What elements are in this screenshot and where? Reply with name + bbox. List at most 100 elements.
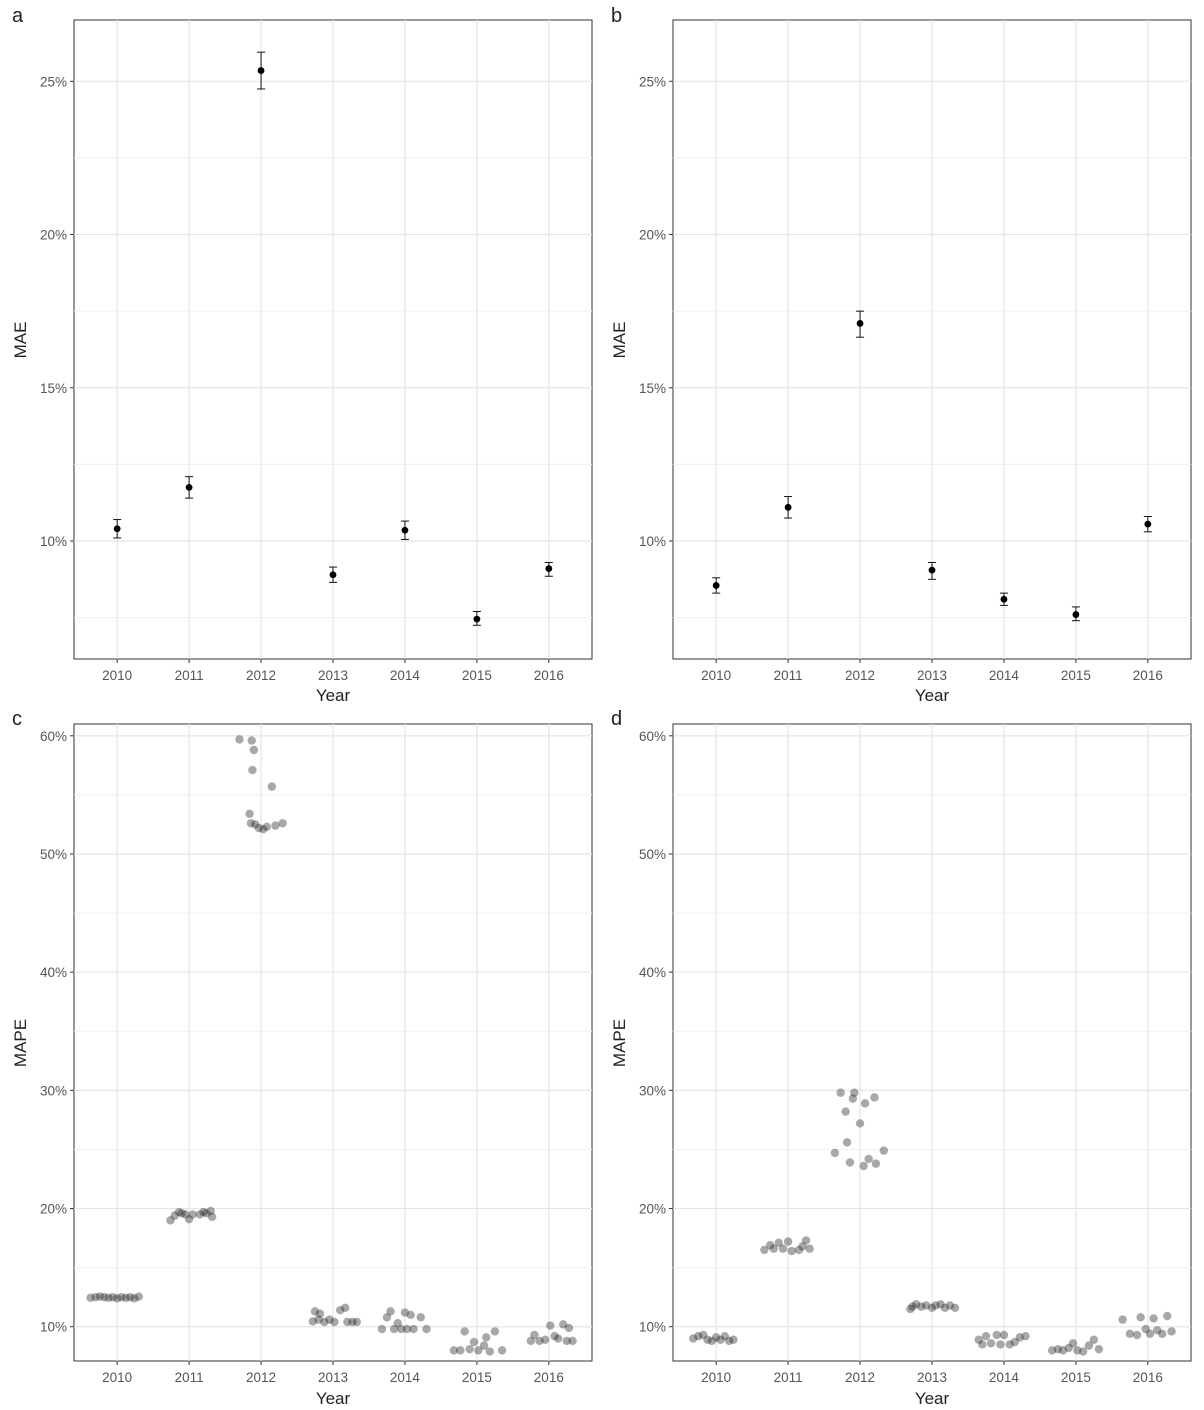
panel-b-xtick-label: 2016 (1133, 668, 1163, 683)
panel-d-xtick-label: 2014 (989, 1370, 1020, 1385)
panel-c-jitter-point-2014 (416, 1313, 425, 1322)
panel-d-jitter-point-2012 (841, 1107, 850, 1116)
panel-c-jitter-point-2012 (278, 819, 287, 828)
panel-d-jitter-point-2012 (860, 1099, 870, 1108)
panel-a: a 10%15%20%25% 2010 2011 2012 2013 2014 2015 2… (11, 5, 593, 705)
panel-c-ytick-label: 30% (40, 1083, 67, 1098)
panel-c-jitter-point-2011 (206, 1206, 215, 1216)
panel-b-point-2016 (1144, 520, 1152, 528)
panel-c-jitter-point-2010 (121, 1293, 130, 1302)
panel-c-xtick-label: 2016 (534, 1370, 564, 1385)
panel-c-jitter-point-2015 (497, 1346, 507, 1355)
panel-c-xtick-label: 2013 (318, 1370, 348, 1385)
panel-d-jitter-point-2014 (1010, 1337, 1019, 1347)
panel-b-xlabel: Year (915, 686, 950, 705)
panel-c-jitter-point-2015 (456, 1346, 465, 1355)
panel-c-jitter-point-2015 (485, 1347, 495, 1356)
panel-d-jitter-point-2013 (911, 1300, 921, 1309)
panel-c-jitter-point-2013 (314, 1315, 323, 1324)
panel-c-jitter-point-2016 (553, 1334, 563, 1343)
panel-d-ytick-label: 20% (639, 1202, 666, 1217)
panel-d-jitter-point-2011 (805, 1244, 814, 1253)
panel-b-point-2011 (784, 503, 792, 511)
panel-a-point-2015 (473, 615, 481, 623)
panel-a-label: a (12, 5, 24, 27)
panel-b-point-2015 (1072, 611, 1080, 618)
panel-b-ytick-label: 15% (639, 381, 666, 396)
panel-c-jitter-point-2010 (134, 1292, 143, 1301)
panel-b-grid (673, 20, 1191, 659)
panel-b-ytick-label: 25% (639, 74, 666, 89)
panel-c-jitter-point-2013 (341, 1303, 350, 1313)
panel-d-xtick-label: 2011 (774, 1370, 803, 1385)
panel-c-jitter-point-2016 (535, 1336, 544, 1346)
panel-b-ylabel: MAE (610, 322, 629, 359)
panel-c-jitter-point-2015 (469, 1337, 479, 1347)
panel-c-jitter-point-2012 (249, 745, 259, 755)
panel-c-jitter-point-2010 (104, 1293, 113, 1302)
panel-d-jitter-point-2012 (850, 1088, 859, 1097)
panel-c-jitter-point-2014 (402, 1324, 412, 1334)
panel-d-jitter-point-2012 (859, 1161, 868, 1171)
panel-c-jitter-point-2013 (308, 1317, 318, 1326)
panel-d-ytick-label: 60% (639, 729, 666, 744)
panel-a-point-2013 (329, 571, 337, 579)
panel-d-jitter-point-2016 (1158, 1329, 1167, 1339)
panel-c-jitter-point-2010 (125, 1292, 135, 1302)
panel-c-grid (74, 724, 592, 1361)
panel-d-jitter-point-2015 (1078, 1347, 1088, 1356)
panel-d-ylabel: MAPE (610, 1019, 629, 1067)
panel-c-jitter-point-2014 (397, 1324, 406, 1334)
panel-d-jitter-point-2016 (1118, 1315, 1127, 1324)
panel-c-jitter-point-2016 (564, 1323, 574, 1333)
panel-a-grid (74, 20, 592, 659)
panel-b-xtick-label: 2010 (701, 668, 731, 683)
panel-c-marks (86, 735, 577, 1356)
panel-d-jitter-point-2014 (981, 1331, 991, 1341)
panel-a-ylabel: MAE (11, 322, 30, 359)
panel-c: c 10%20%30%40%50%60% 2010 2011 2012 2013 201… (11, 708, 593, 1408)
panel-c-label: c (12, 708, 22, 730)
panel-d-jitter-point-2010 (707, 1336, 717, 1346)
panel-c-jitter-point-2015 (479, 1341, 489, 1350)
panel-d-jitter-point-2015 (1068, 1339, 1078, 1348)
panel-b-xtick-label: 2015 (1061, 668, 1091, 683)
panel-c-jitter-point-2011 (166, 1216, 175, 1225)
panel-c-ytick-label: 10% (40, 1320, 67, 1335)
panel-c-yticks: 10% 20% 30% 40% 50% 60% (40, 729, 74, 1335)
panel-d-jitter-point-2016 (1163, 1311, 1172, 1321)
panel-d-jitter-point-2011 (760, 1245, 769, 1255)
panel-d-xtick-label: 2016 (1133, 1370, 1163, 1385)
panel-b-xtick-label: 2012 (845, 668, 875, 683)
panel-a-point-2012 (257, 67, 265, 74)
panel-d-xlabel: Year (915, 1389, 950, 1408)
panel-d-jitter-point-2015 (1047, 1346, 1057, 1355)
panel-c-ytick-label: 20% (40, 1202, 67, 1217)
panel-c-jitter-point-2011 (170, 1211, 179, 1220)
panel-d-jitter-point-2012 (870, 1093, 879, 1102)
panel-d-jitter-point-2013 (922, 1301, 931, 1310)
panel-b-point-2010 (712, 582, 720, 589)
panel-c-jitter-point-2015 (490, 1327, 500, 1336)
panel-c-jitter-point-2011 (174, 1207, 184, 1217)
panel-d-jitter-point-2010 (716, 1335, 725, 1344)
panel-c-jitter-point-2012 (247, 736, 256, 745)
panel-c-jitter-point-2013 (352, 1317, 361, 1327)
panel-c-jitter-point-2010 (130, 1294, 139, 1303)
panel-d-jitter-point-2014 (986, 1339, 996, 1348)
panel-d-jitter-point-2010 (688, 1334, 698, 1343)
panel-a-ytick-label: 20% (40, 228, 67, 243)
panel-d-xticks: 2010 2011 2012 2013 2014 2015 2016 (701, 1361, 1163, 1385)
panel-c-jitter-point-2013 (320, 1317, 329, 1327)
panel-c-jitter-point-2012 (262, 822, 272, 832)
panel-d-jitter-point-2011 (787, 1246, 796, 1256)
panel-c-jitter-point-2016 (541, 1335, 550, 1344)
panel-d-jitter-point-2011 (778, 1244, 788, 1253)
panel-b: b 10%15%20%25% 2010 2011 2012 2013 2014 2015 2… (610, 5, 1192, 705)
panel-b-point-2013 (928, 566, 936, 574)
panel-d-jitter-point-2016 (1167, 1327, 1176, 1336)
panel-b-xtick-label: 2013 (917, 668, 947, 683)
panel-d-jitter-point-2015 (1058, 1346, 1068, 1355)
panel-d-jitter-point-2012 (855, 1119, 865, 1128)
